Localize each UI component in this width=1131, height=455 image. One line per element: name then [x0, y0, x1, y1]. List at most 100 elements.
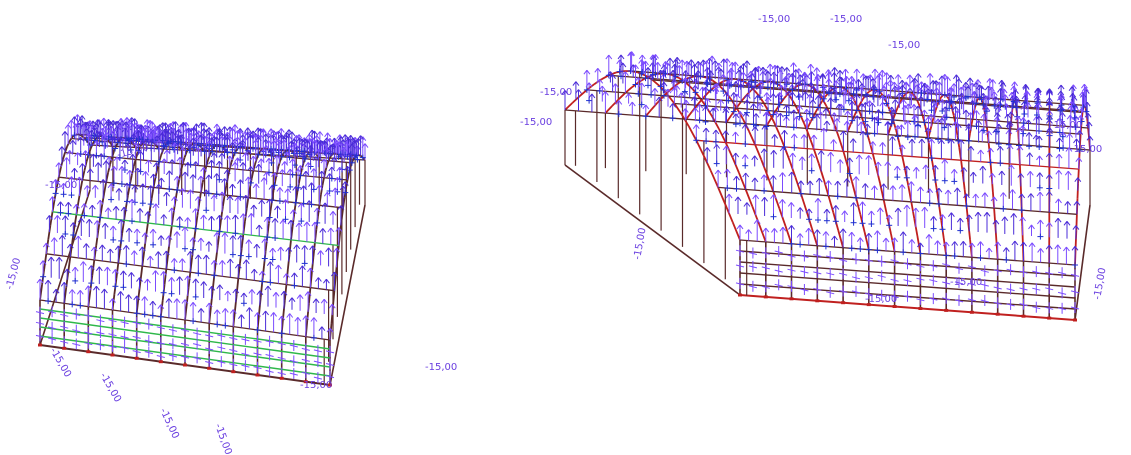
load-arrow-head	[176, 216, 181, 221]
load-arrow-head	[760, 174, 765, 180]
load-arrow-head	[860, 87, 865, 92]
load-arrow-head	[168, 277, 173, 282]
load-arrow-head	[806, 94, 811, 99]
load-arrow-head	[894, 85, 899, 91]
load-arrow-head	[739, 111, 744, 116]
load-arrow-head	[221, 308, 226, 313]
load-arrow-head	[323, 298, 328, 304]
roof-arch	[308, 287, 312, 304]
load-arrow-head	[72, 140, 77, 145]
load-arrow-head	[756, 219, 761, 224]
load-arrow-head	[147, 139, 152, 144]
load-arrow-head	[271, 218, 276, 223]
load-arrow-head	[950, 169, 955, 174]
load-arrow-head	[83, 185, 88, 190]
roof-arch	[196, 203, 201, 216]
load-arrow-head	[304, 162, 309, 167]
load-arrow-head	[735, 152, 740, 158]
load-arrow-head	[46, 215, 50, 220]
load-arrow-head	[245, 239, 250, 244]
load-arrow-head	[350, 135, 355, 140]
load-arrow-head	[202, 254, 207, 260]
load-arrow-head	[74, 235, 79, 241]
load-arrow-head	[277, 128, 282, 133]
load-arrow-head	[187, 275, 192, 281]
load-arrow-head	[181, 188, 186, 193]
load-arrow-head	[136, 295, 141, 301]
load-arrow-head	[263, 171, 268, 177]
roof-arch	[834, 125, 840, 139]
roof-arch	[855, 197, 862, 215]
load-arrow-head	[344, 166, 348, 171]
load-arrow-head	[208, 159, 212, 165]
load-arrow-head	[260, 134, 265, 140]
load-arrow-head	[912, 207, 917, 213]
load-arrow-head	[87, 285, 92, 291]
load-arrow-head	[125, 245, 130, 250]
load-arrow-head	[195, 161, 200, 166]
load-arrow-head	[671, 63, 675, 69]
load-arrow-head	[809, 99, 814, 104]
load-arrow-head	[337, 205, 342, 210]
load-arrow-head	[82, 243, 87, 248]
load-arrow-head	[345, 141, 350, 146]
load-arrow-head	[269, 247, 274, 253]
load-arrow-head	[168, 298, 173, 303]
load-arrow-head	[782, 226, 787, 232]
load-arrow-head	[269, 198, 274, 204]
load-arrow-head	[289, 168, 294, 174]
load-arrow-head	[236, 179, 241, 184]
roof-arch	[778, 133, 786, 148]
load-arrow-head	[143, 119, 148, 124]
load-arrow-head	[743, 60, 748, 66]
load-arrow-head	[232, 288, 237, 294]
roof-arch	[838, 137, 845, 152]
load-arrow-head	[715, 129, 720, 135]
load-arrow-head	[773, 194, 777, 199]
load-arrow-head	[712, 129, 717, 135]
load-arrow-head	[291, 143, 296, 148]
load-arrow-head	[813, 76, 818, 82]
load-arrow-head	[268, 149, 272, 154]
load-arrow-head	[221, 232, 226, 237]
load-arrow-head	[720, 99, 725, 104]
roof-arch	[934, 104, 939, 111]
load-arrow-head	[791, 171, 796, 177]
load-arrow-head	[123, 117, 128, 122]
load-arrow-head	[166, 123, 171, 128]
load-arrow-head	[803, 134, 808, 139]
load-arrow-head	[898, 144, 903, 150]
load-arrow-head	[228, 142, 233, 147]
load-arrow-head	[863, 123, 868, 129]
load-arrow-head	[128, 227, 133, 233]
load-arrow-head	[90, 246, 95, 252]
load-arrow-head	[321, 202, 326, 208]
load-arrow-head	[929, 188, 934, 193]
load-arrow-head	[918, 138, 923, 144]
load-arrow-head	[901, 184, 906, 189]
load-arrow-head	[113, 156, 118, 162]
load-arrow-head	[76, 289, 81, 295]
load-arrow-head	[766, 111, 771, 116]
load-arrow-head	[266, 171, 271, 177]
load-arrow-head	[194, 254, 199, 260]
load-arrow-head	[694, 60, 699, 66]
load-arrow-head	[894, 74, 899, 79]
load-arrow-head	[303, 185, 308, 191]
load-arrow-head	[311, 221, 316, 227]
load-arrow-head	[667, 88, 672, 94]
load-arrow-head	[189, 301, 194, 307]
load-arrow-head	[317, 148, 322, 154]
load-arrow-head	[283, 132, 288, 137]
load-arrow-head	[249, 155, 254, 161]
load-arrow-head	[810, 82, 815, 87]
load-arrow-head	[820, 150, 825, 155]
load-arrow-head	[49, 215, 53, 220]
load-arrow-head	[856, 93, 861, 99]
roof-arch	[77, 190, 82, 203]
load-arrow-head	[920, 96, 925, 101]
load-arrow-head	[935, 81, 940, 87]
load-arrow-head	[266, 217, 271, 222]
load-arrow-head	[588, 82, 593, 87]
load-arrow-head	[622, 62, 627, 68]
